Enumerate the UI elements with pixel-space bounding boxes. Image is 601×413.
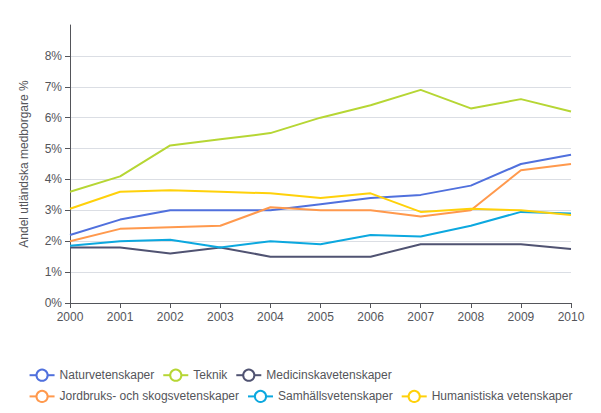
svg-text:2010: 2010	[558, 310, 585, 324]
svg-text:2005: 2005	[307, 310, 334, 324]
svg-text:8%: 8%	[45, 49, 63, 63]
svg-text:2003: 2003	[207, 310, 234, 324]
svg-text:Samhällsvetenskaper: Samhällsvetenskaper	[278, 389, 393, 403]
svg-text:2008: 2008	[457, 310, 484, 324]
svg-text:0%: 0%	[45, 296, 63, 310]
svg-text:2001: 2001	[107, 310, 134, 324]
svg-text:6%: 6%	[45, 111, 63, 125]
svg-text:Naturvetenskaper: Naturvetenskaper	[60, 368, 155, 382]
svg-text:5%: 5%	[45, 142, 63, 156]
svg-text:2007: 2007	[407, 310, 434, 324]
svg-text:Humanistiska vetenskaper: Humanistiska vetenskaper	[432, 389, 573, 403]
svg-text:2009: 2009	[508, 310, 535, 324]
svg-text:7%: 7%	[45, 80, 63, 94]
svg-text:2004: 2004	[257, 310, 284, 324]
svg-text:Andel utländska medborgare %: Andel utländska medborgare %	[17, 80, 31, 248]
svg-text:2000: 2000	[57, 310, 84, 324]
svg-text:3%: 3%	[45, 203, 63, 217]
svg-text:2%: 2%	[45, 234, 63, 248]
svg-text:Teknik: Teknik	[193, 368, 228, 382]
svg-text:2002: 2002	[157, 310, 184, 324]
svg-text:4%: 4%	[45, 172, 63, 186]
svg-text:Medicinskavetenskaper: Medicinskavetenskaper	[266, 368, 391, 382]
svg-text:2006: 2006	[357, 310, 384, 324]
svg-text:1%: 1%	[45, 265, 63, 279]
svg-text:Jordbruks- och skogsvetenskape: Jordbruks- och skogsvetenskaper	[60, 389, 239, 403]
